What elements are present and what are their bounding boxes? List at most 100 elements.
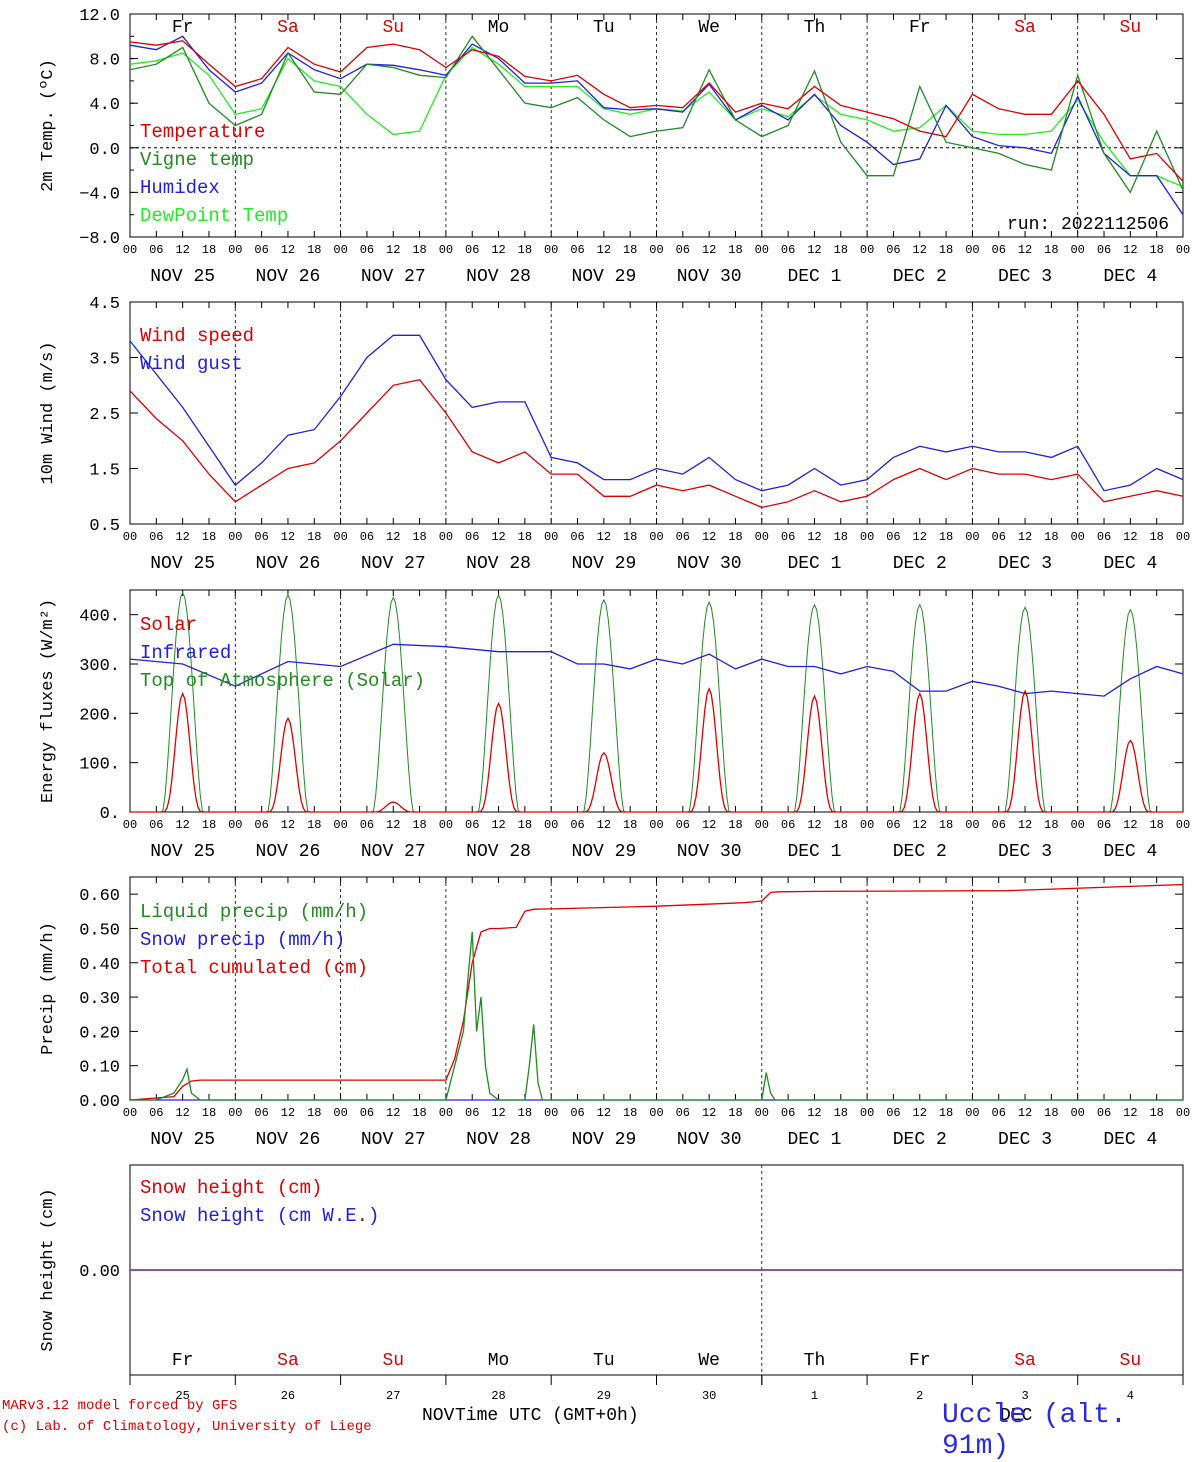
panel3-day-label: NOV 26 [256,842,321,862]
panel3-y-tick-label: 100. [79,756,120,775]
panel3-y-tick-label: 0. [100,805,120,824]
panel2-y-tick-label: 3.5 [89,351,120,370]
weekday-label-bottom: We [698,1351,720,1371]
panel3-hour-label: 06 [570,818,584,832]
panel1-y-tick-label: 12.0 [79,7,120,26]
day-number-label: 26 [281,1389,295,1403]
panel4-hour-label: 12 [281,1106,295,1120]
panel3-legend-entry: Top of Atmosphere (Solar) [140,670,425,692]
panel1-hour-label: 00 [544,243,558,257]
panel1-hour-label: 18 [518,243,532,257]
panel1-hour-label: 06 [254,243,268,257]
panel3-hour-label: 00 [228,818,242,832]
panel1-hour-label: 18 [939,243,953,257]
panel2-hour-label: 12 [491,530,505,544]
panel2-hour-label: 06 [781,530,795,544]
panel3-day-label: DEC 4 [1103,842,1157,862]
day-number-label: 25 [175,1389,189,1403]
panel1-hour-label: 06 [992,243,1006,257]
run-label: run: 2022112506 [1007,215,1169,235]
panel4-hour-label: 12 [386,1106,400,1120]
panel2-hour-label: 12 [913,530,927,544]
series-wind-speedline [129,378,1184,509]
panel4-hour-label: 00 [333,1106,347,1120]
panel3-hour-label: 12 [913,818,927,832]
panel2-day-label: NOV 28 [466,554,531,574]
panel4-hour-label: 00 [228,1106,242,1120]
panel1-hour-label: 12 [1018,243,1032,257]
panel4-hour-label: 06 [254,1106,268,1120]
panel4-hour-label: 12 [175,1106,189,1120]
panel2-hour-label: 18 [412,530,426,544]
panel4-hour-label: 18 [1044,1106,1058,1120]
station-name: Uccle (alt. 91m) [942,1400,1127,1462]
panel1-legend-entry: Vigne temp [140,149,254,171]
panel3-hour-label: 18 [1149,818,1163,832]
series-wind-gustline [129,334,1184,492]
weekday-label: Fr [909,18,931,38]
panel4-y-axis-label: Precip (mm/h) [39,922,58,1055]
panel4-hour-label: 18 [1149,1106,1163,1120]
panel2-y-tick-label: 4.5 [89,295,120,314]
panel1-day-label: NOV 26 [256,267,321,287]
panel4-day-label: NOV 27 [361,1130,426,1150]
panel4-hour-label: 00 [1070,1106,1084,1120]
panel4-hour-label: 06 [886,1106,900,1120]
panel4-y-tick-label: 0.30 [79,990,120,1009]
panel1-hour-label: 06 [886,243,900,257]
panel4-hour-label: 12 [1123,1106,1137,1120]
panel4-y-tick-label: 0.20 [79,1024,120,1043]
panel4-hour-label: 18 [834,1106,848,1120]
day-number-label: 2 [916,1389,923,1403]
panel1-y-tick-label: 4.0 [89,96,120,115]
panel4-legend-entry: Liquid precip (mm/h) [140,901,368,923]
panel3-hour-label: 06 [992,818,1006,832]
panel4-hour-label: 18 [623,1106,637,1120]
panel3-hour-label: 12 [175,818,189,832]
panel3-hour-label: 18 [728,818,742,832]
panel2-hour-label: 06 [570,530,584,544]
panel1-legend-entry: Humidex [140,177,220,199]
panel2-y-tick-label: 2.5 [89,406,120,425]
panel5-legend-entry: Snow height (cm W.E.) [140,1205,379,1227]
panel4-hour-label: 06 [781,1106,795,1120]
panel4-day-label: NOV 25 [150,1130,215,1150]
panel4-hour-label: 12 [807,1106,821,1120]
panel2-hour-label: 06 [360,530,374,544]
day-number-label: 29 [597,1389,611,1403]
panel3-y-axis-label: Energy fluxes (W/m²) [39,599,58,803]
panel2-hour-label: 06 [254,530,268,544]
panel1-hour-label: 06 [781,243,795,257]
panel1-day-label: DEC 4 [1103,267,1157,287]
panel3-hour-label: 18 [412,818,426,832]
weekday-label: Fr [172,18,194,38]
panel1-hour-label: 00 [860,243,874,257]
panel3-hour-label: 00 [439,818,453,832]
panel2-hour-label: 00 [123,530,137,544]
day-number-label: 28 [491,1389,505,1403]
panel1-hour-label: 12 [386,243,400,257]
panel2-hour-label: 06 [1097,530,1111,544]
panel2-hour-label: 12 [386,530,400,544]
panel3-hour-label: 00 [965,818,979,832]
panel3-hour-label: 12 [807,818,821,832]
panel4-hour-label: 06 [992,1106,1006,1120]
panel3-hour-label: 06 [1097,818,1111,832]
panel1-hour-label: 00 [333,243,347,257]
panel4-hour-label: 06 [1097,1106,1111,1120]
x-month-left: NOV [422,1406,455,1426]
panel2-hour-label: 00 [755,530,769,544]
panel3-hour-label: 00 [649,818,663,832]
panel5-y-axis-label: Snow height (cm) [39,1188,58,1351]
panel1-hour-label: 18 [1044,243,1058,257]
panel4-day-label: NOV 30 [677,1130,742,1150]
panel2-hour-label: 12 [175,530,189,544]
panel2-hour-label: 18 [1044,530,1058,544]
panel2-hour-label: 00 [228,530,242,544]
weekday-label-bottom: Tu [593,1351,615,1371]
x-axis-title: Time UTC (GMT+0h) [455,1406,639,1426]
weekday-label-bottom: Su [382,1351,404,1371]
panel4-hour-label: 00 [1176,1106,1190,1120]
panel3-hour-label: 00 [333,818,347,832]
